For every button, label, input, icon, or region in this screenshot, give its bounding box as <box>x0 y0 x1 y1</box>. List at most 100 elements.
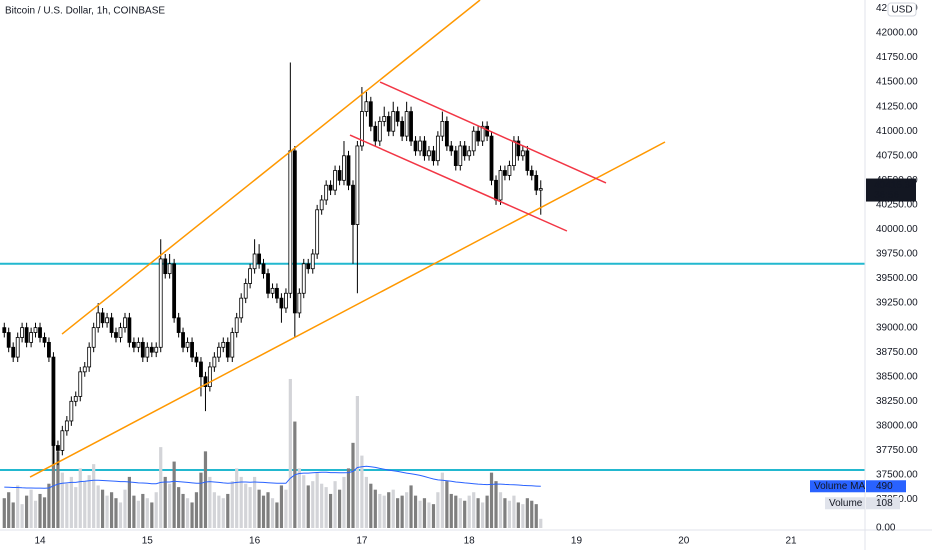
volume-bar <box>382 495 386 528</box>
volume-bar <box>42 497 47 528</box>
volume-bar <box>181 493 185 528</box>
candle-body <box>257 253 262 265</box>
volume-bar <box>454 495 458 528</box>
trendline <box>349 134 568 232</box>
y-tick-label: 39000.00 <box>876 322 918 333</box>
candle-body <box>69 400 74 422</box>
candle-body <box>520 150 525 157</box>
volume-bar <box>69 476 73 528</box>
volume-bar <box>29 489 33 528</box>
volume-bar <box>105 495 109 528</box>
candle-body <box>337 170 342 181</box>
candle-body <box>266 273 270 294</box>
volume-bar <box>494 481 498 528</box>
volume-ma-value: 490 <box>876 481 893 492</box>
volume-bar <box>145 498 149 528</box>
candle-body <box>2 327 7 333</box>
candle-body <box>346 155 351 186</box>
candle-body <box>212 356 217 368</box>
volume-bar <box>230 481 234 528</box>
candle-body <box>64 420 69 432</box>
volume-bar <box>409 485 413 528</box>
volume-bar <box>288 378 292 528</box>
volume-bar <box>114 498 118 528</box>
y-tick-label: 39250.00 <box>876 298 918 309</box>
candle-body <box>507 165 512 176</box>
candle-body <box>458 145 463 166</box>
candle-body <box>444 120 449 147</box>
volume-bar <box>132 495 136 528</box>
volume-bar <box>418 500 422 528</box>
candle-body <box>476 130 480 142</box>
x-tick-label: 18 <box>464 536 476 547</box>
volume-bar <box>7 492 11 528</box>
volume-bar <box>481 502 485 528</box>
volume-bar <box>56 451 60 528</box>
candle-body <box>382 116 387 122</box>
volume-bar <box>127 476 131 528</box>
volume-bar <box>83 481 87 528</box>
volume-bar <box>194 492 199 528</box>
candle-body <box>96 312 101 329</box>
volume-bar <box>378 493 382 528</box>
volume-bar <box>387 492 391 528</box>
y-tick-label: 40250.00 <box>876 200 918 211</box>
y-tick-label: 39500.00 <box>876 273 918 284</box>
volume-bar <box>199 472 203 528</box>
y-tick-label: 41250.00 <box>876 101 918 112</box>
volume-bar <box>306 485 310 528</box>
candle-body <box>435 135 440 162</box>
candle-body <box>333 170 337 191</box>
volume-bar <box>190 502 194 528</box>
y-tick-label: 41000.00 <box>876 126 918 137</box>
volume-bar <box>11 502 15 528</box>
volume-bar <box>253 476 257 528</box>
volume-bar <box>185 498 190 528</box>
y-tick-label: 41500.00 <box>876 77 918 88</box>
last-price: 40416.34 <box>874 180 916 191</box>
trendline <box>29 141 666 478</box>
candle-body <box>422 140 427 157</box>
candle-body <box>377 120 382 142</box>
candle-body <box>38 327 42 338</box>
candle-body <box>123 317 127 329</box>
volume-bar <box>463 500 467 528</box>
volume-bar <box>413 495 418 528</box>
volume-bar <box>405 492 409 528</box>
volume-bar <box>445 481 449 528</box>
y-tick-label: 38250.00 <box>876 396 918 407</box>
candle-body <box>56 445 60 451</box>
candle-body <box>221 341 226 348</box>
candle-body <box>73 395 78 402</box>
candle-body <box>516 140 521 157</box>
candle-body <box>20 327 25 338</box>
y-tick-label: 41750.00 <box>876 52 918 63</box>
y-tick-label: 38000.00 <box>876 420 918 431</box>
y-tick-label: 37500.00 <box>876 470 918 481</box>
candle-body <box>355 145 360 225</box>
currency[interactable]: USD <box>891 5 912 16</box>
candle-body <box>512 140 516 166</box>
candle-body <box>149 346 154 353</box>
candle-body <box>503 170 507 176</box>
candle-body <box>386 116 391 132</box>
candle-body <box>118 327 123 338</box>
candle-body <box>127 317 132 343</box>
volume-bar <box>25 495 29 528</box>
candle-body <box>42 337 47 343</box>
volume-bar <box>208 476 212 528</box>
y-tick-label: 40750.00 <box>876 150 918 161</box>
candle-body <box>132 341 136 348</box>
volume-bar <box>346 468 351 528</box>
volume-bar <box>65 483 69 528</box>
candle-body <box>225 341 230 358</box>
volume-tag <box>825 497 865 510</box>
currency-tag[interactable] <box>887 2 917 17</box>
volume-bar <box>512 495 516 528</box>
candle-body <box>529 170 534 176</box>
volume-bar <box>33 500 38 528</box>
volume-bar <box>38 493 42 528</box>
volume-bar <box>172 461 176 528</box>
candle-body <box>525 150 530 171</box>
